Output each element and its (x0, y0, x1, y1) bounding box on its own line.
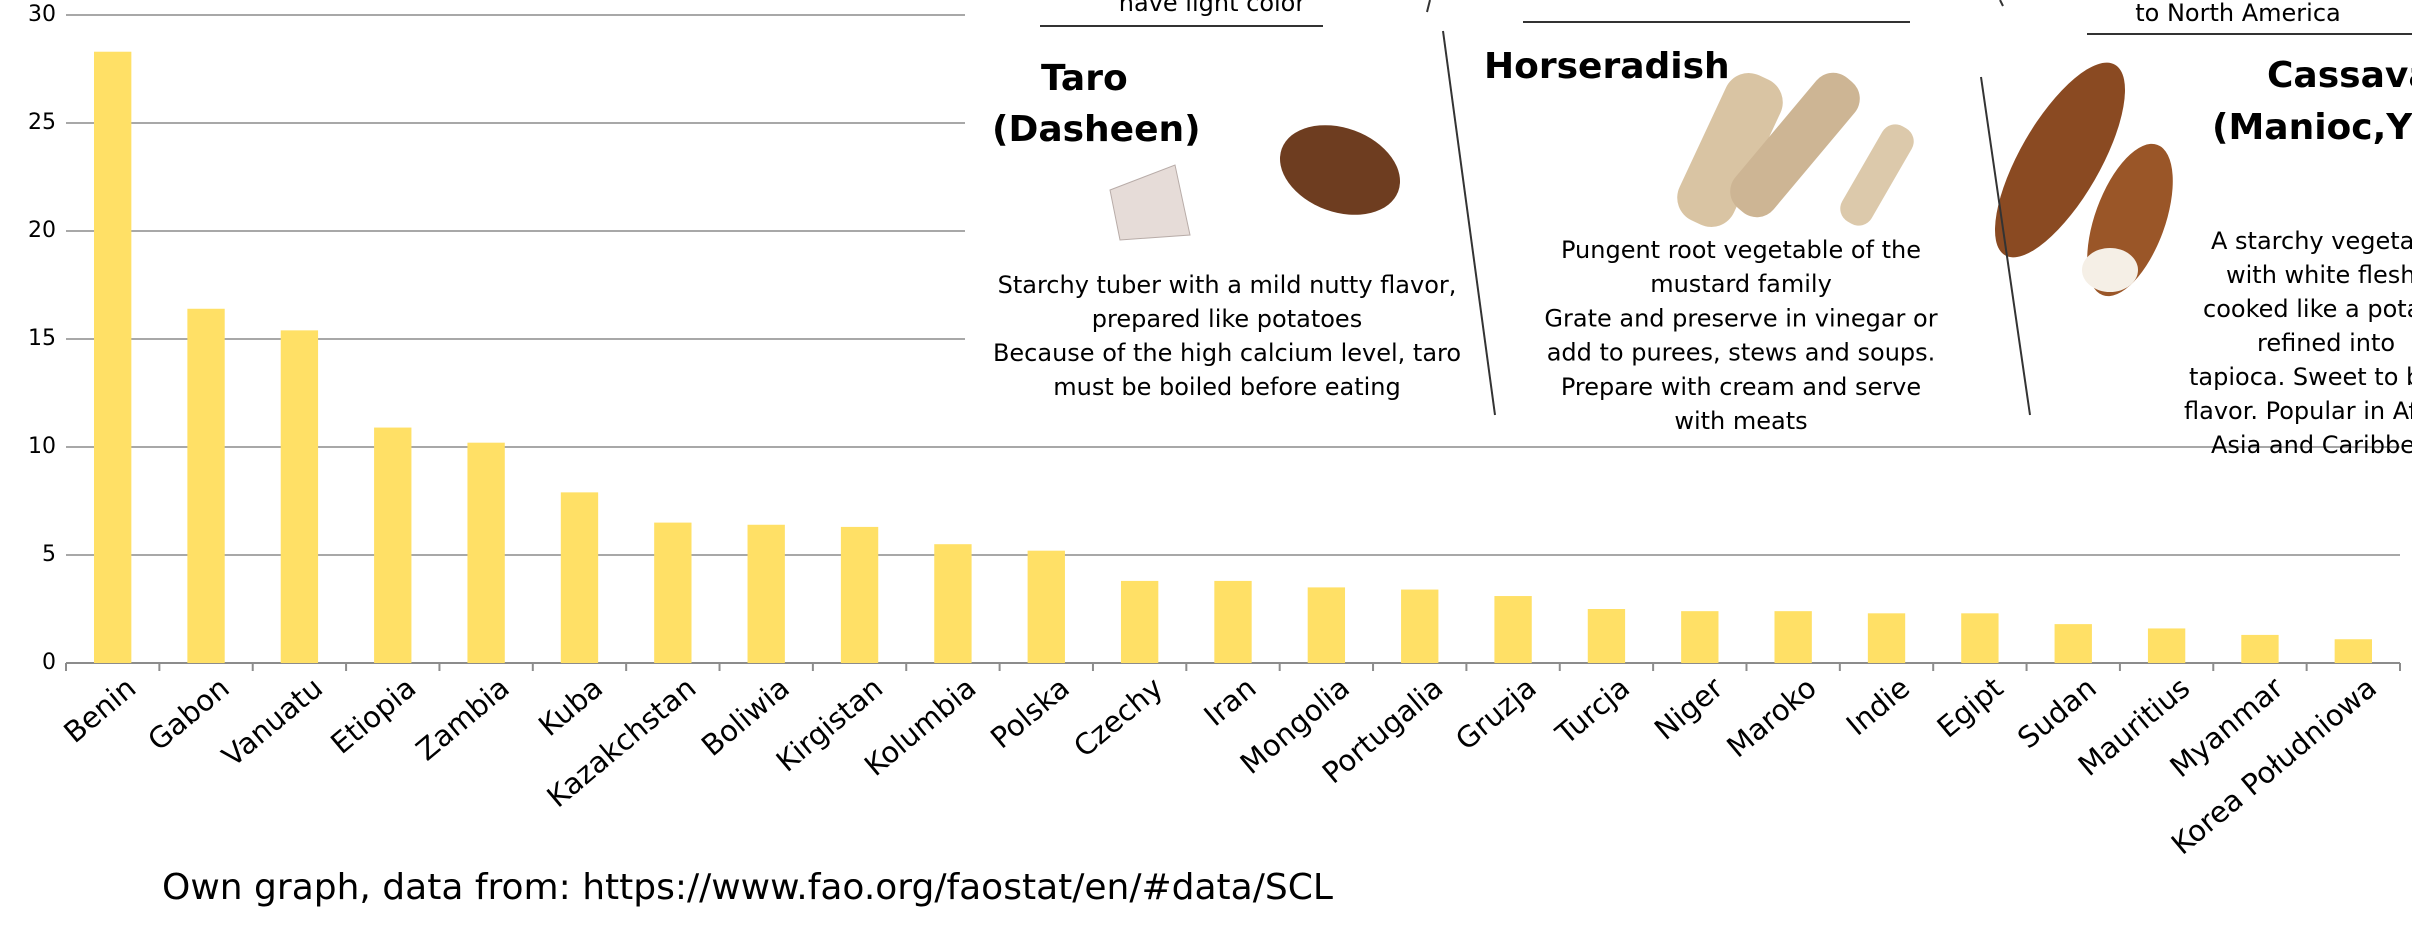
y-tick-label: 5 (42, 542, 56, 567)
panel-title: (Dasheen) (992, 109, 1201, 150)
bar (748, 525, 785, 663)
panel-description: with meats (1674, 407, 1807, 435)
x-tick-label: Zambia (410, 670, 516, 767)
panel-title: Horseradish (1484, 46, 1730, 87)
x-tick-label: Iran (1197, 670, 1262, 732)
y-tick-label: 10 (28, 434, 56, 459)
panel-description: refined into (2257, 329, 2395, 357)
panel-title: Taro (1041, 58, 1128, 99)
bar (2148, 628, 2185, 663)
x-tick-label: Turcja (1549, 670, 1637, 751)
bar (1961, 613, 1998, 663)
bar (934, 544, 971, 663)
panel-title: Cassava (2267, 55, 2412, 96)
panel-description: prepared like potatoes (1092, 305, 1362, 333)
bar (2335, 639, 2372, 663)
bar (1308, 587, 1345, 663)
x-tick-label: Kuba (532, 670, 609, 742)
bar (2055, 624, 2092, 663)
bar (1028, 551, 1065, 663)
x-tick-label: Vanuatu (216, 670, 330, 773)
panel-description: Grate and preserve in vinegar or (1544, 304, 1937, 332)
bar (561, 492, 598, 663)
bar (467, 443, 504, 663)
bar (1681, 611, 1718, 663)
bar (1774, 611, 1811, 663)
panel-description: with white flesh (2226, 261, 2412, 289)
panel-description: add to purees, stews and soups. (1547, 339, 1936, 367)
panel-description: A starchy vegetab (2211, 227, 2412, 255)
panel-header: to North America (2135, 0, 2340, 27)
y-tick-label: 25 (28, 110, 56, 135)
x-tick-label: Polska (984, 670, 1076, 755)
x-tick-label: Czechy (1067, 670, 1169, 763)
bar (187, 309, 224, 663)
panel-description: Because of the high calcium level, taro (993, 339, 1461, 367)
panel-description: Starchy tuber with a mild nutty flavor, (998, 271, 1457, 299)
panel-description: must be boiled before eating (1053, 373, 1401, 401)
panel-description: Asia and Caribbea (2211, 431, 2412, 459)
x-tick-label: Niger (1648, 670, 1730, 746)
bar (654, 523, 691, 663)
source-note: Own graph, data from: https://www.fao.or… (162, 867, 1333, 908)
y-tick-label: 20 (28, 218, 56, 243)
panel-description: tapioca. Sweet to b (2189, 363, 2412, 391)
bar (2241, 635, 2278, 663)
bar (94, 52, 131, 663)
bar (841, 527, 878, 663)
panel-description: Pungent root vegetable of the (1561, 236, 1921, 264)
bar (1121, 581, 1158, 663)
bar (1214, 581, 1251, 663)
panel-description: Prepare with cream and serve (1561, 373, 1921, 401)
panel-title: (Manioc,Yu (2212, 107, 2412, 148)
bar (281, 330, 318, 663)
x-tick-label: Indie (1840, 670, 1916, 742)
panel-description: flavor. Popular in Af (2184, 397, 2412, 425)
x-tick-label: Maroko (1720, 670, 1823, 764)
y-tick-label: 30 (28, 2, 56, 27)
bar (1588, 609, 1625, 663)
x-tick-label: Gruzja (1449, 670, 1543, 756)
x-tick-label: Benin (57, 670, 142, 749)
panel-header: have light color (1119, 0, 1306, 17)
x-tick-label: Egipt (1931, 670, 2010, 744)
bar (1401, 590, 1438, 663)
bar (1868, 613, 1905, 663)
bar (1494, 596, 1531, 663)
panel-description: mustard family (1650, 270, 1832, 298)
chart: have light color Taro (Dasheen) Starchy tub… (0, 0, 2412, 940)
y-tick-label: 15 (28, 326, 56, 351)
panel-description: cooked like a pota (2203, 295, 2412, 323)
x-tick-label: Etiopia (324, 670, 422, 760)
bar (374, 428, 411, 663)
y-tick-label: 0 (42, 650, 56, 675)
